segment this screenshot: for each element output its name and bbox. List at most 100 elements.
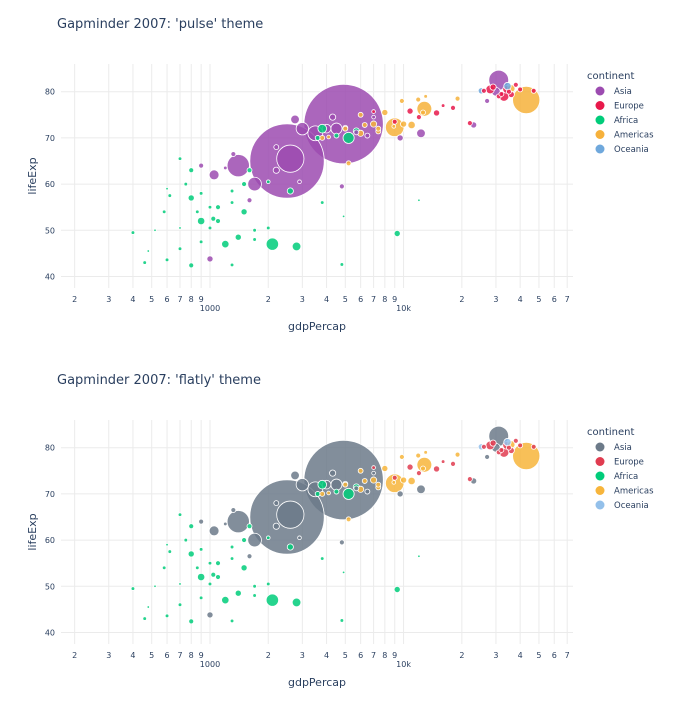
point-europe[interactable]	[467, 120, 473, 126]
point-asia[interactable]	[364, 132, 371, 139]
point-africa[interactable]	[161, 209, 167, 215]
point-asia[interactable]	[353, 485, 360, 492]
point-africa[interactable]	[197, 216, 206, 226]
point-africa[interactable]	[317, 479, 327, 490]
point-africa[interactable]	[252, 237, 257, 242]
point-europe[interactable]	[440, 459, 446, 464]
point-europe[interactable]	[450, 460, 456, 467]
point-africa[interactable]	[252, 593, 257, 598]
point-europe[interactable]	[517, 442, 524, 449]
point-africa[interactable]	[188, 262, 195, 269]
point-americas[interactable]	[375, 125, 382, 132]
point-americas[interactable]	[326, 134, 331, 140]
point-africa[interactable]	[153, 584, 157, 588]
point-africa[interactable]	[142, 616, 147, 621]
point-americas[interactable]	[381, 464, 389, 472]
point-europe[interactable]	[371, 465, 376, 470]
point-africa[interactable]	[234, 589, 242, 597]
point-asia[interactable]	[290, 114, 300, 125]
point-africa[interactable]	[240, 564, 248, 572]
point-asia[interactable]	[272, 522, 280, 530]
point-asia[interactable]	[223, 165, 228, 171]
point-asia[interactable]	[230, 151, 237, 157]
point-africa[interactable]	[252, 228, 257, 233]
point-africa[interactable]	[165, 187, 169, 191]
point-africa[interactable]	[161, 565, 167, 571]
point-americas[interactable]	[342, 481, 349, 488]
point-americas[interactable]	[361, 122, 368, 128]
point-europe[interactable]	[416, 470, 422, 476]
point-africa[interactable]	[207, 581, 213, 587]
point-americas[interactable]	[420, 109, 426, 116]
point-asia[interactable]	[226, 154, 250, 178]
point-europe[interactable]	[506, 444, 512, 451]
point-africa[interactable]	[130, 586, 136, 591]
point-africa[interactable]	[229, 544, 235, 550]
point-asia[interactable]	[416, 128, 426, 139]
point-americas[interactable]	[361, 478, 368, 484]
point-americas[interactable]	[454, 95, 461, 102]
point-africa[interactable]	[342, 487, 355, 500]
point-africa[interactable]	[207, 225, 213, 231]
point-americas[interactable]	[326, 490, 331, 496]
point-africa[interactable]	[241, 181, 247, 187]
point-africa[interactable]	[198, 595, 204, 601]
point-africa[interactable]	[286, 543, 294, 551]
point-asia[interactable]	[247, 532, 262, 548]
point-asia[interactable]	[246, 197, 253, 204]
point-africa[interactable]	[417, 198, 421, 202]
point-africa[interactable]	[198, 191, 204, 196]
point-americas[interactable]	[420, 465, 426, 472]
point-africa[interactable]	[266, 581, 271, 587]
point-americas[interactable]	[345, 516, 352, 523]
point-africa[interactable]	[317, 123, 327, 134]
point-africa[interactable]	[265, 237, 279, 251]
legend-item-africa[interactable]: Africa	[595, 471, 639, 483]
point-asia[interactable]	[338, 183, 345, 190]
point-africa[interactable]	[265, 593, 279, 607]
point-europe[interactable]	[371, 109, 376, 114]
point-americas[interactable]	[399, 454, 405, 460]
point-europe[interactable]	[391, 474, 398, 481]
point-africa[interactable]	[210, 571, 217, 578]
point-africa[interactable]	[234, 233, 242, 241]
point-americas[interactable]	[357, 467, 364, 474]
point-americas[interactable]	[345, 160, 352, 167]
point-europe[interactable]	[506, 88, 512, 95]
point-americas[interactable]	[391, 124, 397, 129]
point-europe[interactable]	[489, 439, 497, 447]
point-asia[interactable]	[246, 553, 253, 560]
point-africa[interactable]	[241, 537, 247, 543]
point-africa[interactable]	[178, 582, 182, 586]
point-africa[interactable]	[167, 549, 173, 554]
point-europe[interactable]	[433, 465, 441, 473]
point-europe[interactable]	[406, 463, 414, 471]
point-africa[interactable]	[183, 537, 189, 543]
point-africa[interactable]	[246, 523, 253, 530]
point-africa[interactable]	[221, 596, 230, 605]
point-africa[interactable]	[146, 605, 150, 609]
point-europe[interactable]	[440, 103, 446, 108]
legend-item-oceania[interactable]: Oceania	[595, 500, 649, 512]
point-americas[interactable]	[407, 120, 416, 130]
point-africa[interactable]	[130, 230, 136, 235]
point-africa[interactable]	[291, 241, 302, 252]
legend-item-oceania[interactable]: Oceania	[595, 144, 649, 156]
point-americas[interactable]	[342, 125, 349, 132]
point-africa[interactable]	[286, 187, 294, 195]
point-africa[interactable]	[177, 602, 183, 608]
point-africa[interactable]	[266, 179, 271, 185]
point-africa[interactable]	[339, 262, 345, 267]
point-africa[interactable]	[146, 249, 150, 253]
point-americas[interactable]	[357, 111, 364, 118]
point-africa[interactable]	[229, 200, 235, 205]
point-africa[interactable]	[207, 204, 213, 210]
point-asia[interactable]	[273, 500, 280, 507]
point-africa[interactable]	[417, 554, 421, 558]
point-asia[interactable]	[484, 98, 490, 104]
point-americas[interactable]	[400, 120, 408, 128]
point-africa[interactable]	[393, 586, 401, 594]
point-europe[interactable]	[517, 86, 524, 93]
legend-item-europe[interactable]: Europe	[595, 457, 644, 468]
point-europe[interactable]	[467, 476, 473, 482]
